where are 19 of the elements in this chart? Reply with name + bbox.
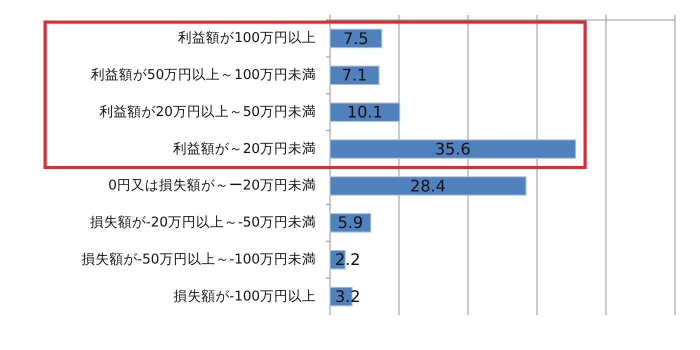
data-label: 28.4 [410, 176, 446, 196]
bar [330, 28, 382, 48]
y-tick-label: 利益額が20万円以上～50万円未満 [100, 104, 316, 120]
bar [330, 139, 576, 159]
y-tick-label: 利益額が100万円以上 [178, 30, 316, 46]
y-tick-label: 利益額が～20万円未満 [172, 140, 316, 157]
data-label: 5.9 [338, 213, 364, 232]
y-tick-label: 損失額が-50万円以上～-100万円未満 [81, 251, 316, 268]
data-label: 10.1 [347, 102, 383, 122]
data-label: 7.1 [342, 66, 368, 85]
bar [330, 102, 400, 122]
data-label: 7.5 [343, 28, 369, 48]
y-tick-label: 0円又は損失額が～ー20万円未満 [108, 178, 316, 194]
bar [330, 66, 380, 86]
y-tick-label: 損失額が-20万円以上～-50万円未満 [90, 214, 316, 231]
bar [330, 176, 526, 196]
y-tick-label: 利益額が50万円以上～100万円未満 [91, 67, 316, 84]
y-tick-label: 損失額が-100万円以上 [173, 288, 316, 304]
data-label: 35.6 [435, 139, 471, 158]
